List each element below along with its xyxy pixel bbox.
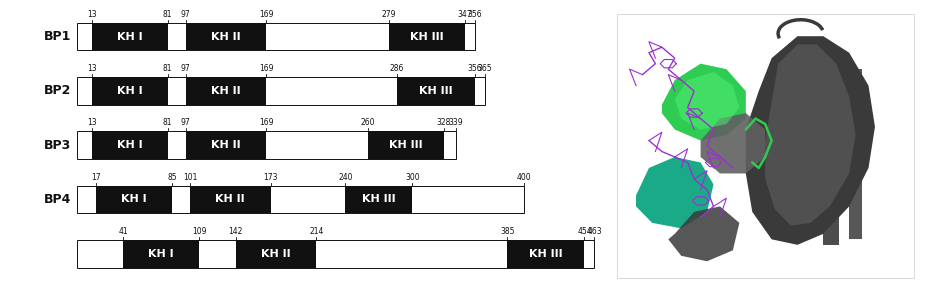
Bar xyxy=(123,240,199,267)
Text: 97: 97 xyxy=(181,119,190,127)
Bar xyxy=(190,186,271,213)
Text: 279: 279 xyxy=(382,10,396,19)
Bar xyxy=(185,23,266,51)
Bar xyxy=(507,240,584,267)
Text: KH III: KH III xyxy=(362,194,396,204)
Text: 173: 173 xyxy=(263,173,278,182)
Text: BP2: BP2 xyxy=(44,84,71,97)
Text: KH I: KH I xyxy=(148,249,174,259)
Text: 13: 13 xyxy=(87,119,96,127)
Polygon shape xyxy=(675,72,739,130)
Text: 260: 260 xyxy=(360,119,375,127)
Text: KH I: KH I xyxy=(117,140,142,150)
Bar xyxy=(185,131,266,159)
Text: KH III: KH III xyxy=(388,140,422,150)
Text: 356: 356 xyxy=(468,64,482,73)
Text: KH I: KH I xyxy=(122,194,147,204)
Text: KH I: KH I xyxy=(117,86,142,96)
Text: KH III: KH III xyxy=(529,249,563,259)
Text: KH II: KH II xyxy=(215,194,245,204)
Bar xyxy=(77,240,594,267)
Text: 13: 13 xyxy=(87,64,96,73)
Text: 81: 81 xyxy=(163,64,172,73)
Text: 169: 169 xyxy=(258,119,273,127)
Polygon shape xyxy=(668,206,739,261)
Text: KH II: KH II xyxy=(211,86,241,96)
Text: KH III: KH III xyxy=(419,86,453,96)
Text: KH III: KH III xyxy=(410,32,444,41)
Bar xyxy=(77,77,485,105)
Bar xyxy=(96,186,172,213)
Bar xyxy=(397,77,475,105)
Text: 240: 240 xyxy=(338,173,353,182)
Text: 169: 169 xyxy=(258,64,273,73)
Bar xyxy=(185,77,266,105)
Text: 347: 347 xyxy=(458,10,472,19)
Text: 97: 97 xyxy=(181,64,190,73)
Text: BP3: BP3 xyxy=(44,139,71,152)
Text: 81: 81 xyxy=(163,10,172,19)
Text: 328: 328 xyxy=(436,119,451,127)
Text: 85: 85 xyxy=(168,173,177,182)
Text: 286: 286 xyxy=(389,64,404,73)
Bar xyxy=(368,131,444,159)
Bar xyxy=(389,23,465,51)
Text: 109: 109 xyxy=(192,227,206,236)
Text: 463: 463 xyxy=(587,227,602,236)
Text: BP1: BP1 xyxy=(44,30,71,43)
Polygon shape xyxy=(662,64,746,140)
Polygon shape xyxy=(636,157,713,228)
Polygon shape xyxy=(824,58,840,245)
Bar xyxy=(77,131,456,159)
Polygon shape xyxy=(746,36,875,245)
Text: 400: 400 xyxy=(517,173,532,182)
Bar xyxy=(92,23,168,51)
Text: 339: 339 xyxy=(448,119,463,127)
Text: 300: 300 xyxy=(405,173,419,182)
Text: 41: 41 xyxy=(118,227,128,236)
Bar xyxy=(92,77,168,105)
Text: 13: 13 xyxy=(87,10,96,19)
Text: KH I: KH I xyxy=(117,32,142,41)
Text: 385: 385 xyxy=(500,227,515,236)
Polygon shape xyxy=(700,113,766,173)
Text: 356: 356 xyxy=(468,10,482,19)
Text: BP4: BP4 xyxy=(44,193,71,206)
Text: 142: 142 xyxy=(228,227,243,236)
Text: 454: 454 xyxy=(578,227,592,236)
Bar xyxy=(236,240,316,267)
Polygon shape xyxy=(849,69,862,239)
Text: 17: 17 xyxy=(92,173,101,182)
Text: KH II: KH II xyxy=(211,140,241,150)
Polygon shape xyxy=(766,44,856,226)
Bar xyxy=(77,186,524,213)
Bar xyxy=(92,131,168,159)
Bar xyxy=(77,23,475,51)
Text: KH II: KH II xyxy=(211,32,241,41)
Text: 81: 81 xyxy=(163,119,172,127)
Text: 365: 365 xyxy=(477,64,492,73)
Text: 101: 101 xyxy=(183,173,197,182)
Bar xyxy=(345,186,413,213)
Text: 214: 214 xyxy=(309,227,324,236)
Text: KH II: KH II xyxy=(261,249,291,259)
Text: 169: 169 xyxy=(258,10,273,19)
Text: 97: 97 xyxy=(181,10,190,19)
